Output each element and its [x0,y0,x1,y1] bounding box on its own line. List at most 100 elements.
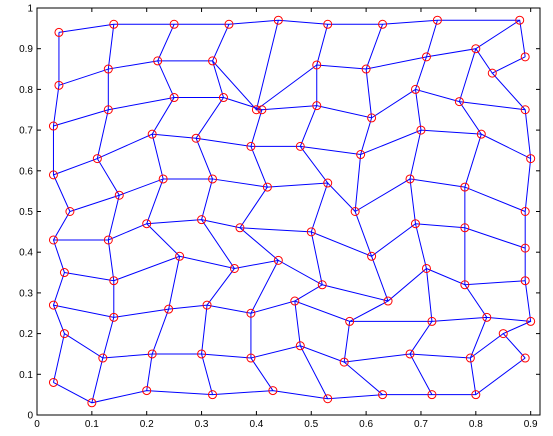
node [421,263,431,273]
node [465,353,475,363]
node [109,19,119,29]
node [153,56,163,66]
node [460,280,470,290]
row-line [58,48,493,111]
column-line [294,24,329,399]
node [378,390,388,400]
node [142,386,152,396]
x-tick-label: 0.4 [249,419,263,430]
y-tick-label: 0.4 [19,248,33,259]
node [350,207,360,216]
node [515,15,525,25]
node [59,268,69,278]
node [476,129,486,139]
node [235,223,245,233]
column-line [195,24,236,395]
node [103,105,113,115]
node [367,251,377,261]
node [520,243,530,253]
node [317,280,327,290]
node [520,52,530,62]
x-tick-label: 0.9 [524,419,538,430]
x-tick-label: 0.3 [195,419,209,430]
row-line [53,300,531,322]
node [208,174,218,184]
row-line [64,333,504,363]
row-line [58,19,526,57]
node [48,235,58,245]
node [147,349,157,359]
node [59,329,69,339]
node [169,19,179,29]
node [471,44,481,54]
node [454,97,464,107]
node [257,105,267,115]
node [367,113,377,123]
column-line [343,24,389,396]
node [273,15,283,25]
row-line [53,357,526,404]
node [460,182,470,192]
node [246,308,256,318]
node [323,394,333,404]
y-tick-label: 0.8 [19,85,33,96]
node [246,141,256,151]
column-line [409,20,438,395]
node [421,52,431,62]
y-tick-label: 0.7 [19,126,33,137]
node [48,377,58,387]
node [482,312,492,322]
node [526,316,536,326]
node [262,182,272,192]
node [92,154,102,164]
node [323,19,333,29]
y-tick-label: 0.3 [19,288,33,299]
node [208,390,218,400]
node [109,312,119,322]
row-line [53,88,526,127]
y-tick-label: 1 [27,4,33,15]
x-tick-label: 0.8 [469,419,483,430]
node [416,125,426,135]
y-tick-label: 0.6 [19,166,33,177]
node [498,329,508,339]
node [98,353,108,363]
node [54,80,64,90]
node [87,398,97,408]
row-line [53,129,531,176]
node [312,60,322,70]
node [147,129,157,139]
node [520,207,530,216]
node [526,154,536,164]
row-line [69,178,526,213]
node [356,150,366,160]
y-tick-label: 0.2 [19,329,33,340]
node [273,255,283,265]
node [345,316,355,326]
node [191,133,201,143]
node [208,56,218,66]
node [520,353,530,363]
node [405,349,415,359]
column-line [146,24,181,391]
node [383,296,393,306]
node [197,215,207,225]
row-line [53,219,526,257]
column-line [91,24,120,403]
node [432,15,442,25]
node [48,170,58,180]
node [427,390,437,400]
node [427,316,437,326]
x-tick-label: 0 [34,419,40,430]
node [520,105,530,115]
node [48,121,58,131]
node [158,174,168,184]
column-line [52,32,71,383]
node [48,300,58,310]
node [164,304,174,314]
node [197,349,207,359]
node [224,19,234,29]
node [471,390,481,400]
node [218,93,228,103]
